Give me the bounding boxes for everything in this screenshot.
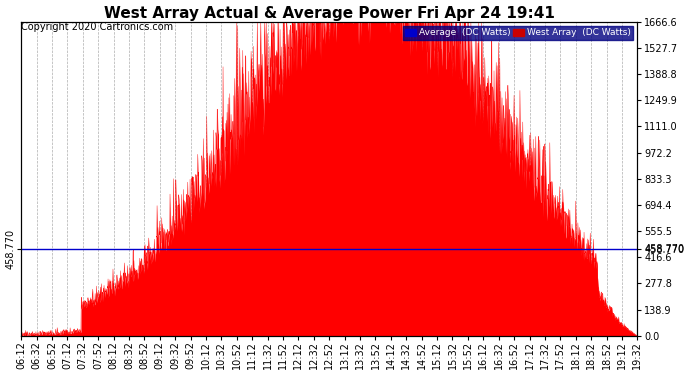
Title: West Array Actual & Average Power Fri Apr 24 19:41: West Array Actual & Average Power Fri Ap… (104, 6, 555, 21)
Text: 458.770: 458.770 (644, 244, 684, 254)
Text: Copyright 2020 Cartronics.com: Copyright 2020 Cartronics.com (21, 22, 173, 32)
Legend: Average  (DC Watts), West Array  (DC Watts): Average (DC Watts), West Array (DC Watts… (403, 26, 633, 40)
